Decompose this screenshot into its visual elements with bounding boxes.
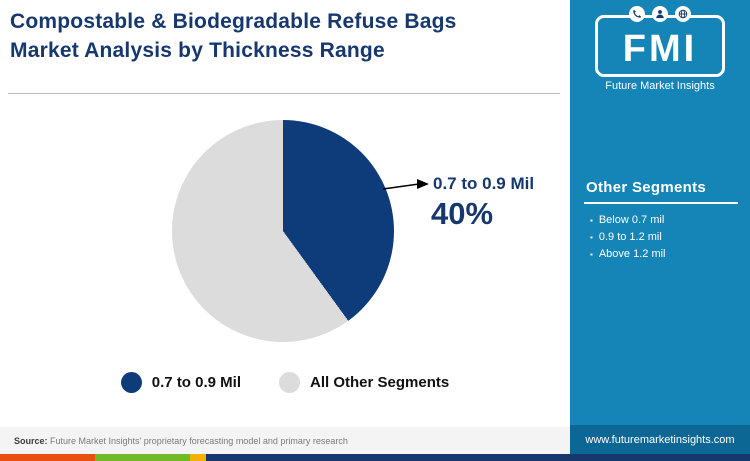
phone-icon [629,6,645,22]
list-item-label: Below 0.7 mil [598,214,665,226]
heading-underline [584,202,738,204]
website-bar: www.futuremarketinsights.com [570,425,750,454]
legend-swatch [279,372,300,393]
fmi-logo: FMI [595,15,725,77]
title-divider [8,93,560,94]
logo-icon-row [570,6,750,22]
callout-value: 40% [431,196,494,231]
brand-name: Future Market Insights [605,80,715,92]
strip-segment [0,454,95,461]
bullet-icon: ▪ [590,250,593,259]
bullet-icon: ▪ [590,216,593,225]
fmi-logo-text: FMI [622,28,698,70]
legend: 0.7 to 0.9 Mil All Other Segments [0,372,570,393]
page-title: Compostable & Biodegradable Refuse Bags … [10,10,457,62]
legend-item: 0.7 to 0.9 Mil [120,372,241,393]
source-label: Source: [14,435,48,446]
bottom-color-strip [0,454,750,461]
sidebar: FMI Future Market Insights Other Segment… [570,0,750,461]
list-item: ▪ 0.9 to 1.2 mil [590,229,666,246]
strip-segment [206,454,750,461]
strip-segment [95,454,190,461]
source-body: Future Market Insights' proprietary fore… [47,435,348,446]
website-link[interactable]: www.futuremarketinsights.com [585,433,735,446]
list-item: ▪ Above 1.2 mil [590,246,666,263]
person-icon [652,6,668,22]
legend-label: 0.7 to 0.9 Mil [151,374,241,391]
legend-swatch [120,372,142,393]
list-item: ▪ Below 0.7 mil [590,212,666,229]
legend-label: All Other Segments [310,374,450,391]
strip-segment [190,454,206,461]
pie-chart [172,120,394,342]
other-segments-list: ▪ Below 0.7 mil ▪ 0.9 to 1.2 mil ▪ Above… [590,212,666,263]
list-item-label: 0.9 to 1.2 mil [598,231,662,243]
bullet-icon: ▪ [590,233,593,242]
list-item-label: Above 1.2 mil [598,248,666,260]
other-segments-heading: Other Segments [586,179,707,196]
main-chart-area: Compostable & Biodegradable Refuse Bags … [0,10,570,454]
callout-label: 0.7 to 0.9 Mil [433,174,535,193]
globe-icon [675,6,691,22]
source-bar: Source: Future Market Insights' propriet… [0,427,570,454]
legend-item: All Other Segments [279,372,449,393]
source-text: Source: Future Market Insights' propriet… [14,436,348,446]
